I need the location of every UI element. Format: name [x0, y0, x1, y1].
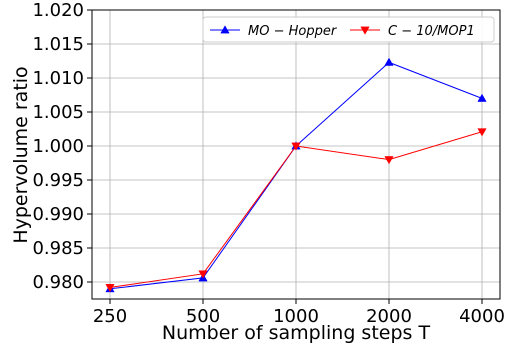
data-point [384, 57, 394, 66]
y-tick-label: 0.990 [32, 204, 84, 225]
y-axis-label: Hypervolume ratio [10, 66, 32, 243]
series-1 [105, 128, 487, 293]
legend-marker [360, 26, 370, 35]
x-axis-label: Number of sampling steps T [162, 322, 431, 344]
data-point [384, 156, 394, 165]
legend-box [202, 16, 495, 43]
y-tick-label: 0.985 [32, 238, 84, 259]
y-tick-label: 1.010 [32, 68, 84, 89]
data-point [105, 284, 115, 293]
data-point [477, 128, 487, 137]
y-tick-label: 0.995 [32, 170, 84, 191]
x-tick-label: 4000 [459, 306, 505, 327]
y-tick-label: 1.000 [32, 136, 84, 157]
y-tick-label: 1.005 [32, 102, 84, 123]
legend-label: MO − Hopper [248, 24, 338, 39]
legend: MO − Hopper C − 10/MOP1 [202, 16, 495, 43]
x-tick-labels: 250 500 1000 2000 4000 [93, 299, 505, 327]
legend-marker [220, 25, 230, 34]
x-tick-label: 500 [186, 306, 220, 327]
x-tick-label: 1000 [273, 306, 319, 327]
data-point [198, 270, 208, 279]
legend-label: C − 10/MOP1 [388, 24, 475, 39]
data-point [477, 93, 487, 102]
y-tick-label: 0.980 [32, 272, 84, 293]
x-tick-label: 250 [93, 306, 127, 327]
y-tick-label: 1.020 [32, 0, 84, 21]
x-tick-label: 2000 [366, 306, 412, 327]
series-layer [105, 57, 487, 293]
grid-lines [92, 9, 500, 299]
data-point [291, 142, 301, 151]
y-tick-labels: 0.980 0.985 0.990 0.995 1.000 1.005 1.010 1.015… [32, 0, 92, 293]
y-tick-label: 1.015 [32, 34, 84, 55]
